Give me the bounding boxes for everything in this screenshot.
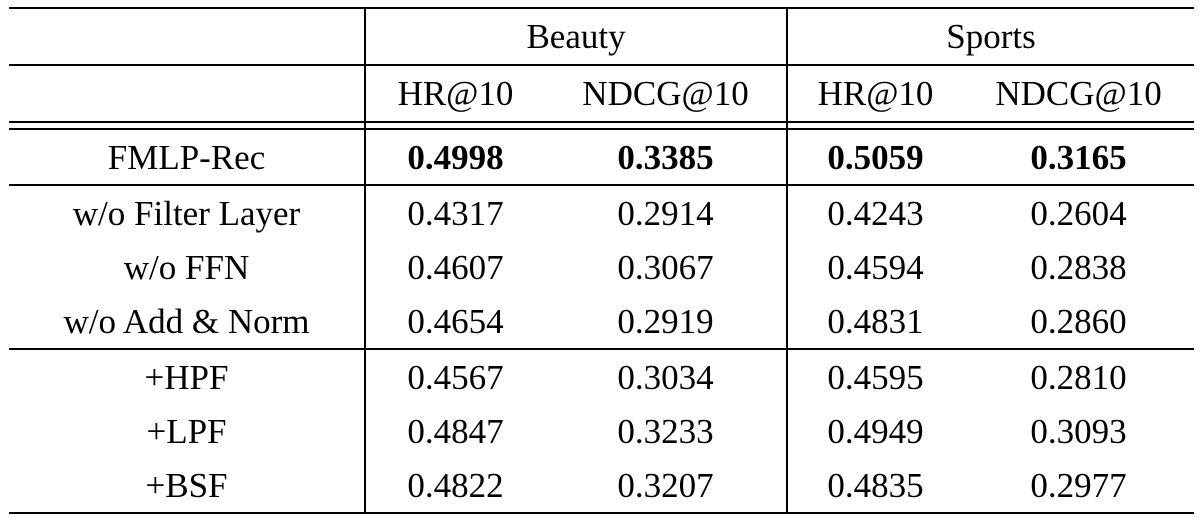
metric-value: 0.2604 xyxy=(1030,193,1127,233)
table-row-lpf: +LPF 0.4847 0.3233 0.4949 0.3093 xyxy=(9,404,1194,458)
table-row-bsf: +BSF 0.4822 0.3207 0.4835 0.2977 xyxy=(9,458,1195,514)
spacer-cell xyxy=(545,122,788,130)
spacer-cell xyxy=(963,122,1195,130)
spacer-cell xyxy=(9,122,365,130)
metric-value: 0.4243 xyxy=(786,185,964,240)
metric-value: 0.3207 xyxy=(545,458,788,514)
metric-value: 0.3165 xyxy=(963,129,1195,186)
table-row-fmlp-rec: FMLP-Rec 0.4998 0.3385 0.5059 0.3165 xyxy=(9,129,1195,186)
double-rule-spacer xyxy=(9,122,1195,130)
metric-value: 0.4831 xyxy=(786,294,964,350)
row-label: +LPF xyxy=(146,411,227,451)
metric-value: 0.5059 xyxy=(786,129,964,186)
metric-value: 0.2860 xyxy=(963,294,1195,350)
metric-value: 0.4822 xyxy=(364,458,545,514)
corner-cell xyxy=(9,65,365,123)
row-label: +BSF xyxy=(9,458,365,514)
row-label: +HPF xyxy=(144,357,229,397)
row-label: w/o FFN xyxy=(123,247,250,287)
table-row-wo-ffn: w/o FFN 0.4607 0.3067 0.4594 0.2838 xyxy=(9,240,1194,294)
metric-value: 0.3093 xyxy=(1030,411,1127,451)
metric-header-sports-ndcg10: NDCG@10 xyxy=(963,65,1195,123)
row-label: w/o Add & Norm xyxy=(9,294,365,350)
metric-value: 0.4595 xyxy=(786,349,964,404)
metric-value: 0.3233 xyxy=(617,411,714,451)
metric-value: 0.4594 xyxy=(786,240,964,294)
table-row-wo-add-norm: w/o Add & Norm 0.4654 0.2919 0.4831 0.28… xyxy=(9,294,1195,350)
metric-value: 0.4607 xyxy=(364,240,545,294)
ablation-results-table: Beauty Sports HR@10 NDCG@10 HR@10 NDCG@1… xyxy=(9,7,1195,514)
metric-value: 0.4317 xyxy=(364,185,545,240)
metric-header-sports-hr10: HR@10 xyxy=(786,65,964,123)
table-row-hpf: +HPF 0.4567 0.3034 0.4595 0.2810 xyxy=(9,349,1194,404)
group-header-beauty: Beauty xyxy=(363,8,788,66)
row-label: w/o Filter Layer xyxy=(72,193,301,233)
metric-value: 0.3385 xyxy=(545,129,788,186)
metric-value: 0.4835 xyxy=(786,458,964,514)
metric-value: 0.3067 xyxy=(617,247,714,287)
metric-header-beauty-hr10: HR@10 xyxy=(364,65,545,123)
dataset-group-header-row: Beauty Sports xyxy=(9,8,1195,66)
metric-value: 0.2977 xyxy=(963,458,1195,514)
metric-value: 0.4654 xyxy=(364,294,545,350)
group-header-sports: Sports xyxy=(786,8,1195,66)
spacer-cell xyxy=(786,122,964,130)
corner-cell xyxy=(9,8,365,66)
table-row-wo-filter-layer: w/o Filter Layer 0.4317 0.2914 0.4243 0.… xyxy=(9,185,1194,240)
metric-value: 0.4847 xyxy=(364,404,545,458)
spacer-cell xyxy=(364,122,545,130)
metric-value: 0.4949 xyxy=(786,404,964,458)
metric-value: 0.2838 xyxy=(1030,247,1127,287)
metric-value: 0.2810 xyxy=(1030,357,1127,397)
row-label: FMLP-Rec xyxy=(9,129,365,186)
metric-header-row: HR@10 NDCG@10 HR@10 NDCG@10 xyxy=(9,65,1195,123)
metric-value: 0.3034 xyxy=(617,357,714,397)
metric-header-beauty-ndcg10: NDCG@10 xyxy=(545,65,788,123)
metric-value: 0.2919 xyxy=(545,294,788,350)
metric-value: 0.2914 xyxy=(617,193,714,233)
metric-value: 0.4567 xyxy=(364,349,545,404)
metric-value: 0.4998 xyxy=(364,129,545,186)
